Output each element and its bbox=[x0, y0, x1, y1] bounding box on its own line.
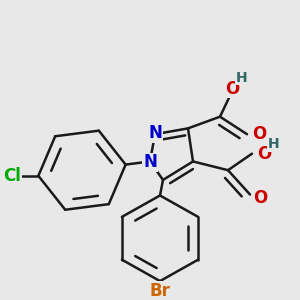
Text: Br: Br bbox=[150, 282, 170, 300]
Text: O: O bbox=[225, 80, 239, 98]
Text: H: H bbox=[268, 137, 280, 151]
Text: N: N bbox=[148, 124, 162, 142]
Text: H: H bbox=[236, 71, 248, 85]
Text: O: O bbox=[253, 189, 267, 207]
Text: O: O bbox=[257, 145, 271, 163]
Text: N: N bbox=[143, 153, 157, 171]
Text: O: O bbox=[252, 125, 266, 143]
Text: Cl: Cl bbox=[3, 167, 21, 185]
